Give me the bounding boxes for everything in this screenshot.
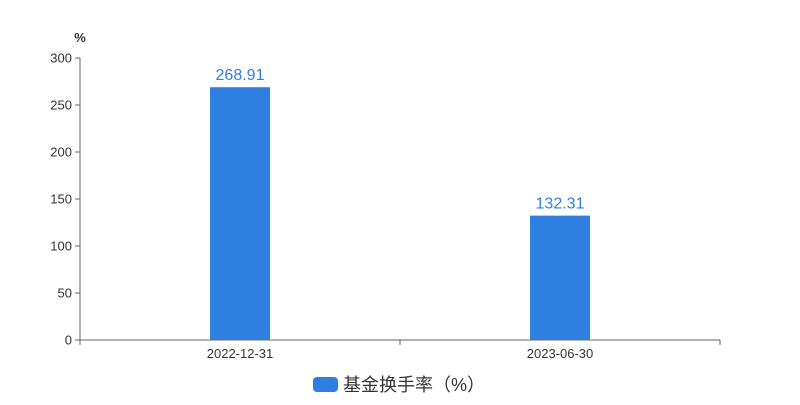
legend-label[interactable]: 基金换手率（%） — [343, 375, 485, 395]
x-ticks: 2022-12-31 2023-06-30 — [79, 340, 721, 361]
y-tick-label: 200 — [50, 145, 72, 160]
legend-swatch[interactable] — [313, 377, 338, 392]
legend[interactable]: 基金换手率（%） — [313, 375, 485, 395]
x-tick-label: 2022-12-31 — [207, 346, 274, 361]
y-tick-label: 100 — [50, 239, 72, 254]
y-tick-label: 50 — [58, 286, 72, 301]
bar-value-label: 268.91 — [216, 67, 265, 84]
bar[interactable] — [210, 87, 270, 340]
x-axis: 2022-12-31 2023-06-30 — [79, 339, 721, 361]
y-axis: % 0 50 100 150 200 250 300 — [50, 30, 86, 348]
y-axis-unit: % — [74, 30, 86, 45]
data-labels: 268.91 132.31 — [216, 67, 585, 212]
x-tick-label: 2023-06-30 — [527, 346, 594, 361]
bar-series — [210, 87, 590, 340]
y-ticks: 0 50 100 150 200 250 300 — [50, 51, 80, 348]
y-tick-label: 150 — [50, 192, 72, 207]
y-tick-label: 0 — [65, 333, 72, 348]
y-tick-label: 300 — [50, 51, 72, 66]
bar[interactable] — [530, 215, 590, 340]
bar-value-label: 132.31 — [536, 196, 585, 213]
y-tick-label: 250 — [50, 98, 72, 113]
